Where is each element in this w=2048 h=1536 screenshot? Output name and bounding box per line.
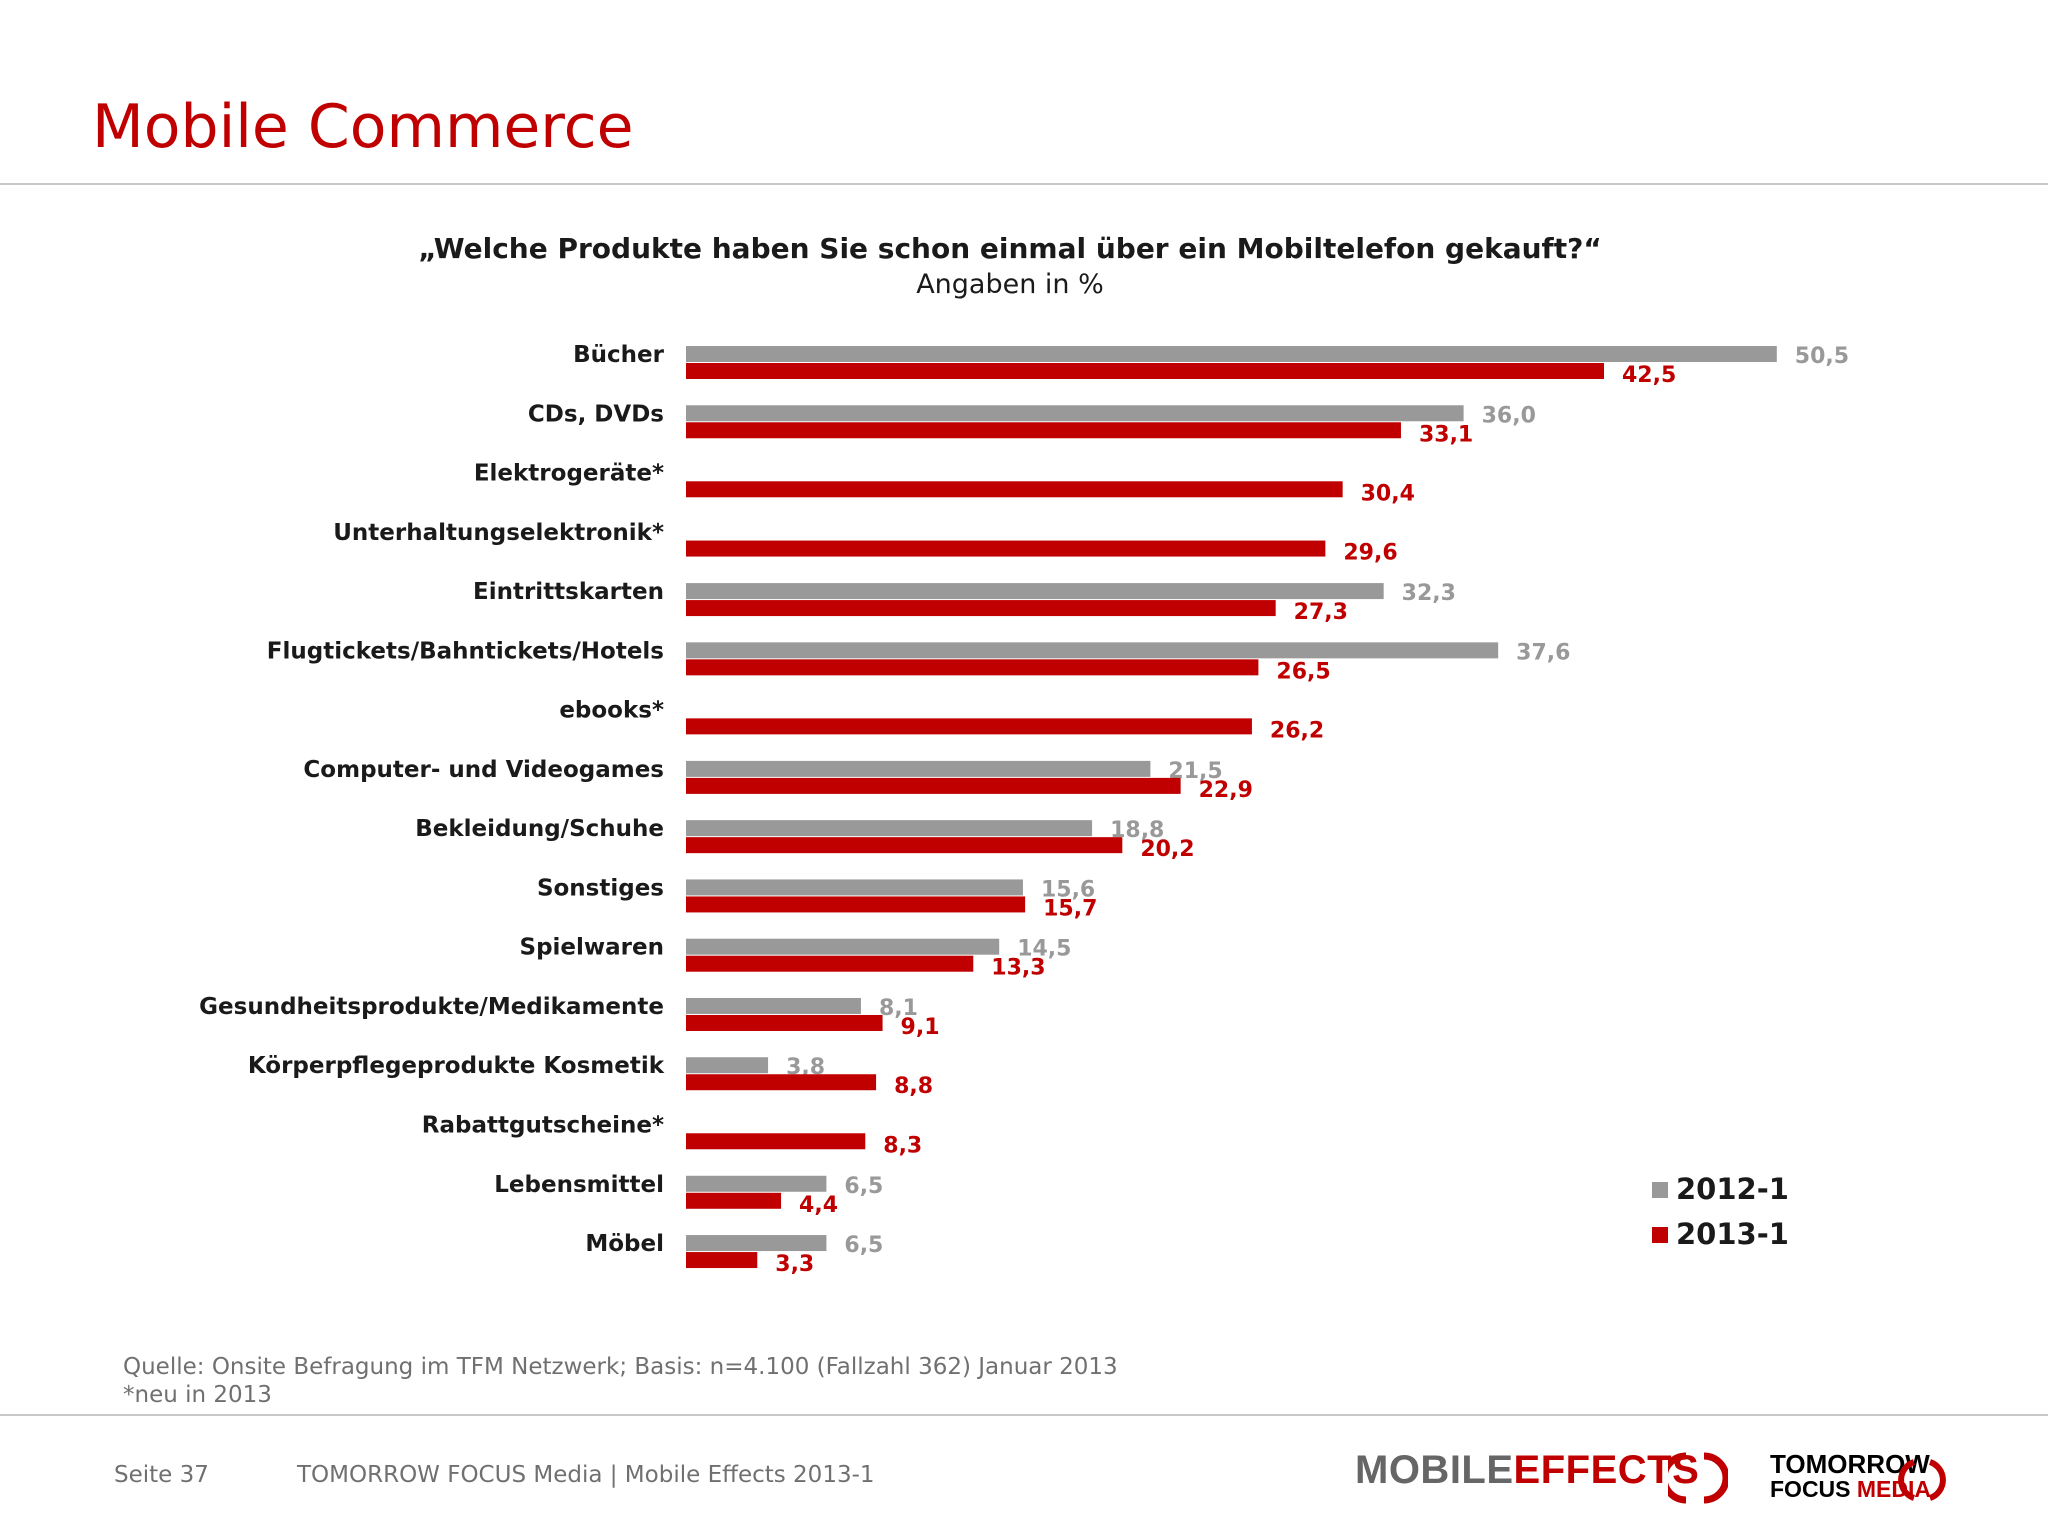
chart-title: „Welche Produkte haben Sie schon einmal … — [418, 232, 1601, 265]
bar-2013 — [686, 481, 1343, 498]
bar-2013 — [686, 1014, 883, 1031]
category-label: Unterhaltungselektronik* — [333, 520, 664, 546]
value-label-2013: 42,5 — [1622, 363, 1676, 388]
value-label-2013: 4,4 — [799, 1193, 838, 1218]
bar-2012 — [686, 760, 1151, 777]
bar-2013 — [686, 422, 1401, 439]
page-number: Seite 37 — [114, 1462, 209, 1488]
category-label: Rabattgutscheine* — [422, 1113, 664, 1139]
bar-2013 — [686, 1192, 782, 1209]
value-label-2012: 6,5 — [844, 1174, 883, 1199]
category-label: Elektrogeräte* — [474, 461, 664, 487]
value-label-2012: 36,0 — [1482, 403, 1536, 428]
bar-2012 — [686, 1057, 769, 1074]
category-label: Flugtickets/Bahntickets/Hotels — [267, 638, 664, 664]
category-label: CDs, DVDs — [528, 401, 664, 427]
bar-2012 — [686, 1175, 827, 1192]
value-label-2013: 29,6 — [1343, 541, 1397, 566]
value-label-2013: 30,4 — [1361, 481, 1415, 506]
bar-2012 — [686, 820, 1093, 837]
bar-2013 — [686, 777, 1181, 794]
bar-2012 — [686, 405, 1464, 422]
mobile-effects-bracket-icon — [1668, 1452, 1728, 1504]
value-label-2013: 8,8 — [894, 1074, 933, 1099]
bar-2013 — [686, 896, 1026, 913]
category-label: Möbel — [585, 1231, 664, 1257]
value-label-2013: 9,1 — [901, 1015, 940, 1040]
bar-chart: „Welche Produkte haben Sie schon einmal … — [199, 232, 1849, 1277]
mobile-effects-logo: MOBILEEFFECTS — [1355, 1448, 1699, 1493]
legend-swatch — [1652, 1182, 1668, 1198]
category-label: Sonstiges — [537, 875, 664, 901]
bar-2012 — [686, 879, 1023, 896]
legend: 2012-1 2013-1 — [1652, 1172, 1789, 1251]
logo-text-mobile: MOBILE — [1355, 1448, 1514, 1492]
bar-2013 — [686, 718, 1252, 735]
category-label: Lebensmittel — [494, 1172, 664, 1198]
logo-text-focus: FOCUS — [1770, 1476, 1851, 1502]
category-label: Gesundheitsprodukte/Medikamente — [199, 994, 664, 1020]
bar-2013 — [686, 1252, 758, 1269]
value-label-2012: 50,5 — [1795, 344, 1849, 369]
value-label-2013: 26,2 — [1270, 718, 1324, 743]
value-label-2012: 37,6 — [1516, 640, 1570, 665]
tomorrow-focus-logo: TOMORROW FOCUS MEDIA — [1770, 1451, 1932, 1502]
value-label-2013: 26,5 — [1276, 659, 1330, 684]
source-note: Quelle: Onsite Befragung im TFM Netzwerk… — [123, 1354, 1118, 1380]
tomorrow-focus-bracket-icon — [1898, 1459, 1946, 1501]
value-label-2013: 20,2 — [1140, 837, 1194, 862]
value-label-2013: 8,3 — [883, 1133, 922, 1158]
category-label: Eintrittskarten — [473, 579, 664, 605]
chart-subtitle: Angaben in % — [916, 269, 1104, 300]
title-divider — [0, 183, 2048, 185]
bar-2013 — [686, 1133, 866, 1150]
value-label-2012: 32,3 — [1402, 581, 1456, 606]
footnote-new: *neu in 2013 — [123, 1382, 272, 1408]
bar-2013 — [686, 837, 1123, 854]
value-label-2012: 14,5 — [1017, 937, 1071, 962]
value-label-2013: 27,3 — [1294, 600, 1348, 625]
legend-label: 2012-1 — [1676, 1172, 1789, 1206]
category-label: Computer- und Videogames — [303, 757, 664, 783]
value-label-2013: 22,9 — [1199, 778, 1253, 803]
bar-2012 — [686, 346, 1777, 362]
page-title: Mobile Commerce — [92, 92, 634, 162]
category-label: Körperpflegeprodukte Kosmetik — [248, 1053, 665, 1079]
bar-2012 — [686, 997, 861, 1014]
value-label-2012: 8,1 — [879, 996, 918, 1021]
bar-2013 — [686, 1074, 877, 1091]
value-label-2013: 13,3 — [991, 956, 1045, 981]
value-label-2012: 15,6 — [1041, 877, 1095, 902]
value-label-2013: 33,1 — [1419, 422, 1473, 447]
logo-text-media: MEDIA — [1856, 1476, 1932, 1502]
bar-2012 — [686, 938, 1000, 955]
footer-divider — [0, 1414, 2048, 1416]
footer-company: TOMORROW FOCUS Media | Mobile Effects 20… — [297, 1462, 875, 1488]
value-label-2013: 15,7 — [1043, 896, 1097, 921]
category-label: Bücher — [573, 342, 665, 368]
bar-2013 — [686, 540, 1326, 557]
category-label: Bekleidung/Schuhe — [415, 816, 664, 842]
value-label-2012: 6,5 — [844, 1233, 883, 1258]
bar-2013 — [686, 659, 1259, 676]
bar-2012 — [686, 583, 1384, 600]
bar-2013 — [686, 600, 1276, 617]
legend-label: 2013-1 — [1676, 1217, 1789, 1251]
value-label-2013: 3,3 — [775, 1252, 814, 1277]
bar-2012 — [686, 1235, 827, 1252]
bar-2012 — [686, 642, 1499, 659]
category-label: ebooks* — [559, 698, 664, 724]
bar-2013 — [686, 955, 974, 972]
category-label: Spielwaren — [520, 935, 664, 961]
bar-2013 — [686, 363, 1604, 379]
legend-swatch — [1652, 1227, 1668, 1243]
bars-layer: Bücher 50,5 42,5 CDs, DVDs 36,0 33,1 Elektroge… — [199, 342, 1849, 1277]
